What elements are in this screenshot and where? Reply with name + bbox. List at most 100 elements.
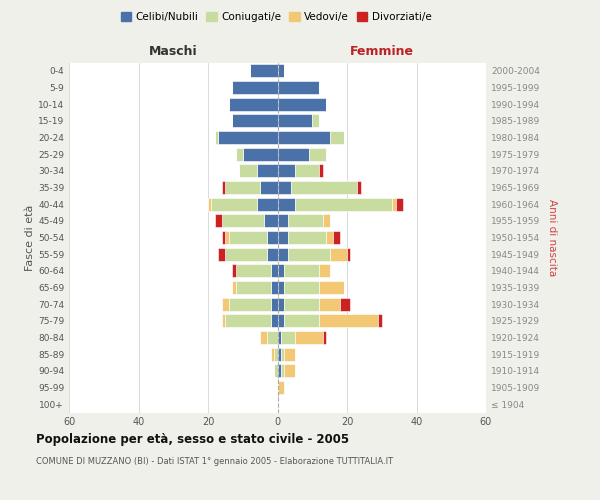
Bar <box>274 364 277 378</box>
Bar <box>284 281 319 294</box>
Bar <box>326 231 333 244</box>
Bar <box>257 164 277 177</box>
Bar <box>277 131 329 144</box>
Text: Maschi: Maschi <box>149 44 197 58</box>
Bar <box>271 298 277 310</box>
Bar <box>358 181 361 194</box>
Bar <box>281 331 295 344</box>
Bar <box>222 214 263 228</box>
Bar <box>319 264 329 278</box>
Bar <box>284 264 319 278</box>
Bar <box>215 131 218 144</box>
Bar <box>271 281 277 294</box>
Bar <box>250 64 277 78</box>
Bar <box>260 181 277 194</box>
Bar <box>284 348 295 360</box>
Bar <box>329 131 344 144</box>
Bar <box>277 264 284 278</box>
Bar <box>232 81 277 94</box>
Bar <box>211 198 257 210</box>
Y-axis label: Fasce di età: Fasce di età <box>25 204 35 270</box>
Bar <box>277 348 281 360</box>
Bar <box>378 314 382 328</box>
Bar <box>277 298 284 310</box>
Text: Femmine: Femmine <box>350 44 414 58</box>
Text: COMUNE DI MUZZANO (BI) - Dati ISTAT 1° gennaio 2005 - Elaborazione TUTTITALIA.IT: COMUNE DI MUZZANO (BI) - Dati ISTAT 1° g… <box>36 458 393 466</box>
Bar <box>215 214 222 228</box>
Bar <box>277 98 326 110</box>
Bar <box>281 364 284 378</box>
Bar <box>222 181 226 194</box>
Bar <box>340 298 350 310</box>
Bar <box>208 198 211 210</box>
Bar <box>239 164 257 177</box>
Bar <box>392 198 395 210</box>
Bar <box>277 198 295 210</box>
Bar <box>271 264 277 278</box>
Bar <box>229 298 271 310</box>
Bar <box>232 114 277 128</box>
Bar <box>347 248 350 260</box>
Bar <box>271 314 277 328</box>
Bar <box>222 314 226 328</box>
Bar <box>277 114 312 128</box>
Bar <box>277 214 288 228</box>
Bar <box>243 148 277 160</box>
Bar <box>277 281 284 294</box>
Bar <box>277 148 309 160</box>
Text: Popolazione per età, sesso e stato civile - 2005: Popolazione per età, sesso e stato civil… <box>36 432 349 446</box>
Bar <box>277 331 281 344</box>
Bar <box>319 281 344 294</box>
Bar <box>232 264 236 278</box>
Bar <box>267 231 277 244</box>
Bar <box>222 231 226 244</box>
Bar <box>323 214 329 228</box>
Bar <box>267 248 277 260</box>
Bar <box>312 114 319 128</box>
Bar <box>236 281 271 294</box>
Bar <box>309 148 326 160</box>
Bar <box>295 164 319 177</box>
Bar <box>222 298 229 310</box>
Bar <box>277 81 319 94</box>
Bar <box>236 264 271 278</box>
Bar <box>232 281 236 294</box>
Bar <box>323 331 326 344</box>
Bar <box>284 314 319 328</box>
Bar <box>226 248 267 260</box>
Bar <box>277 381 284 394</box>
Bar <box>226 181 260 194</box>
Y-axis label: Anni di nascita: Anni di nascita <box>547 199 557 276</box>
Bar <box>288 214 323 228</box>
Bar <box>295 198 392 210</box>
Bar <box>274 348 277 360</box>
Bar <box>329 248 347 260</box>
Bar <box>277 164 295 177</box>
Bar <box>277 64 284 78</box>
Bar <box>267 331 277 344</box>
Bar <box>284 298 319 310</box>
Bar <box>236 148 243 160</box>
Bar <box>218 131 277 144</box>
Bar <box>295 331 323 344</box>
Bar <box>395 198 403 210</box>
Bar <box>333 231 340 244</box>
Bar <box>229 231 267 244</box>
Bar <box>277 314 284 328</box>
Bar <box>319 164 323 177</box>
Bar <box>288 248 329 260</box>
Bar <box>284 364 295 378</box>
Bar <box>292 181 358 194</box>
Bar <box>277 248 288 260</box>
Bar <box>260 331 267 344</box>
Bar <box>277 364 281 378</box>
Bar <box>277 231 288 244</box>
Bar <box>281 348 284 360</box>
Bar <box>319 298 340 310</box>
Legend: Celibi/Nubili, Coniugati/e, Vedovi/e, Divorziati/e: Celibi/Nubili, Coniugati/e, Vedovi/e, Di… <box>116 8 436 26</box>
Bar <box>229 98 277 110</box>
Bar <box>263 214 277 228</box>
Bar <box>226 314 271 328</box>
Bar <box>277 181 292 194</box>
Bar <box>271 348 274 360</box>
